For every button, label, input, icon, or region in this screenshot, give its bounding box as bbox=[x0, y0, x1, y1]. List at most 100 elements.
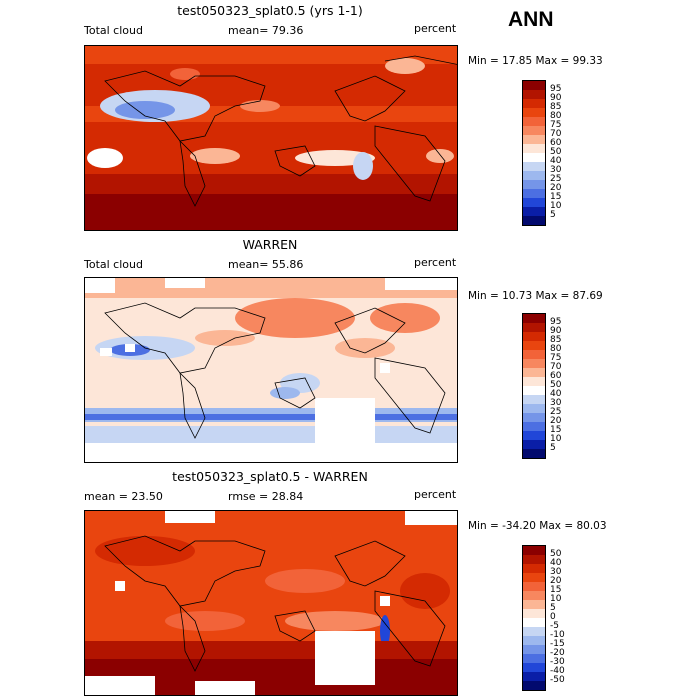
panel2-mean: mean= 55.86 bbox=[228, 258, 304, 271]
colorbar-swatch bbox=[523, 171, 545, 180]
colorbar-swatch bbox=[523, 323, 545, 332]
colorbar-tick-label: 15 bbox=[550, 424, 562, 435]
colorbar-tick-label: 10 bbox=[550, 593, 562, 604]
panel1-minmax: Min = 17.85 Max = 99.33 bbox=[468, 55, 603, 67]
colorbar-tick-label: 30 bbox=[550, 164, 562, 175]
panel1-variable-label: Total cloud bbox=[84, 24, 143, 37]
colorbar-swatch bbox=[523, 422, 545, 431]
panel3-rmse: rmse = 28.84 bbox=[228, 490, 304, 503]
colorbar-swatch bbox=[523, 135, 545, 144]
colorbar-tick-label: 75 bbox=[550, 352, 562, 363]
colorbar-swatch bbox=[523, 144, 545, 153]
colorbar-tick-label: -5 bbox=[550, 620, 559, 631]
colorbar-swatch bbox=[523, 359, 545, 368]
colorbar-tick-label: 85 bbox=[550, 101, 562, 112]
colorbar-tick-label: 70 bbox=[550, 128, 562, 139]
colorbar-swatch bbox=[523, 99, 545, 108]
panel2-minmax: Min = 10.73 Max = 87.69 bbox=[468, 290, 603, 302]
panel1-units: percent bbox=[414, 22, 457, 35]
colorbar-tick-label: 40 bbox=[550, 155, 562, 166]
panel1-map bbox=[84, 45, 458, 231]
colorbar-swatch bbox=[523, 81, 545, 90]
colorbar-tick-label: -10 bbox=[550, 629, 565, 640]
colorbar-swatch bbox=[523, 350, 545, 359]
colorbar-swatch bbox=[523, 591, 545, 600]
colorbar-swatch bbox=[523, 663, 545, 672]
colorbar-tick-label: 60 bbox=[550, 370, 562, 381]
panel2-units: percent bbox=[414, 256, 457, 269]
panel2-variable-label: Total cloud bbox=[84, 258, 143, 271]
colorbar-tick-label: 40 bbox=[550, 388, 562, 399]
colorbar-tick-label: 50 bbox=[550, 146, 562, 157]
colorbar-tick-label: 10 bbox=[550, 433, 562, 444]
season-label: ANN bbox=[508, 8, 554, 31]
colorbar-tick-label: -50 bbox=[550, 674, 565, 685]
colorbar-tick-label: 95 bbox=[550, 316, 562, 327]
colorbar-swatch bbox=[523, 440, 545, 449]
colorbar-tick-label: 75 bbox=[550, 119, 562, 130]
colorbar-tick-label: 50 bbox=[550, 548, 562, 559]
colorbar-tick-label: 20 bbox=[550, 575, 562, 586]
colorbar-swatch bbox=[523, 546, 545, 555]
colorbar-tick-label: 95 bbox=[550, 83, 562, 94]
colorbar-swatch bbox=[523, 386, 545, 395]
colorbar-swatch bbox=[523, 341, 545, 350]
colorbar-tick-label: 0 bbox=[550, 611, 556, 622]
colorbar-swatch bbox=[523, 108, 545, 117]
colorbar-swatch bbox=[523, 654, 545, 663]
colorbar-swatch bbox=[523, 600, 545, 609]
colorbar-swatch bbox=[523, 377, 545, 386]
colorbar-tick-label: 5 bbox=[550, 442, 556, 453]
colorbar-swatch bbox=[523, 627, 545, 636]
colorbar-tick-label: 10 bbox=[550, 200, 562, 211]
panel2-title: WARREN bbox=[242, 237, 298, 252]
panel1-title: test050323_splat0.5 (yrs 1-1) bbox=[177, 3, 363, 18]
colorbar-tick-label: 70 bbox=[550, 361, 562, 372]
colorbar-tick-label: 20 bbox=[550, 415, 562, 426]
colorbar-tick-label: 80 bbox=[550, 110, 562, 121]
colorbar-tick-label: -30 bbox=[550, 656, 565, 667]
colorbar-tick-label: -40 bbox=[550, 665, 565, 676]
colorbar-swatch bbox=[523, 573, 545, 582]
panel3-map bbox=[84, 510, 458, 696]
colorbar-swatch bbox=[523, 216, 545, 225]
colorbar-swatch bbox=[523, 645, 545, 654]
colorbar-swatch bbox=[523, 153, 545, 162]
colorbar-swatch bbox=[523, 413, 545, 422]
panel2-colorbar bbox=[522, 313, 546, 459]
colorbar-swatch bbox=[523, 189, 545, 198]
panel3-title: test050323_splat0.5 - WARREN bbox=[172, 469, 368, 484]
colorbar-swatch bbox=[523, 117, 545, 126]
colorbar-tick-label: 90 bbox=[550, 325, 562, 336]
colorbar-tick-label: 5 bbox=[550, 209, 556, 220]
colorbar-swatch bbox=[523, 180, 545, 189]
colorbar-tick-label: 80 bbox=[550, 343, 562, 354]
colorbar-tick-label: -20 bbox=[550, 647, 565, 658]
colorbar-swatch bbox=[523, 636, 545, 645]
panel1-colorbar bbox=[522, 80, 546, 226]
panel3-colorbar bbox=[522, 545, 546, 691]
colorbar-swatch bbox=[523, 368, 545, 377]
colorbar-swatch bbox=[523, 207, 545, 216]
colorbar-swatch bbox=[523, 395, 545, 404]
colorbar-tick-label: 40 bbox=[550, 557, 562, 568]
colorbar-tick-label: 20 bbox=[550, 182, 562, 193]
panel2-map bbox=[84, 277, 458, 463]
colorbar-tick-label: 90 bbox=[550, 92, 562, 103]
colorbar-swatch bbox=[523, 672, 545, 681]
colorbar-tick-label: 15 bbox=[550, 584, 562, 595]
colorbar-swatch bbox=[523, 564, 545, 573]
colorbar-swatch bbox=[523, 332, 545, 341]
panel3-minmax: Min = -34.20 Max = 80.03 bbox=[468, 520, 607, 532]
colorbar-swatch bbox=[523, 618, 545, 627]
colorbar-swatch bbox=[523, 681, 545, 690]
colorbar-tick-label: 60 bbox=[550, 137, 562, 148]
colorbar-swatch bbox=[523, 314, 545, 323]
colorbar-tick-label: 50 bbox=[550, 379, 562, 390]
colorbar-tick-label: 25 bbox=[550, 406, 562, 417]
colorbar-swatch bbox=[523, 90, 545, 99]
colorbar-swatch bbox=[523, 198, 545, 207]
colorbar-tick-label: 85 bbox=[550, 334, 562, 345]
colorbar-tick-label: 15 bbox=[550, 191, 562, 202]
colorbar-swatch bbox=[523, 431, 545, 440]
